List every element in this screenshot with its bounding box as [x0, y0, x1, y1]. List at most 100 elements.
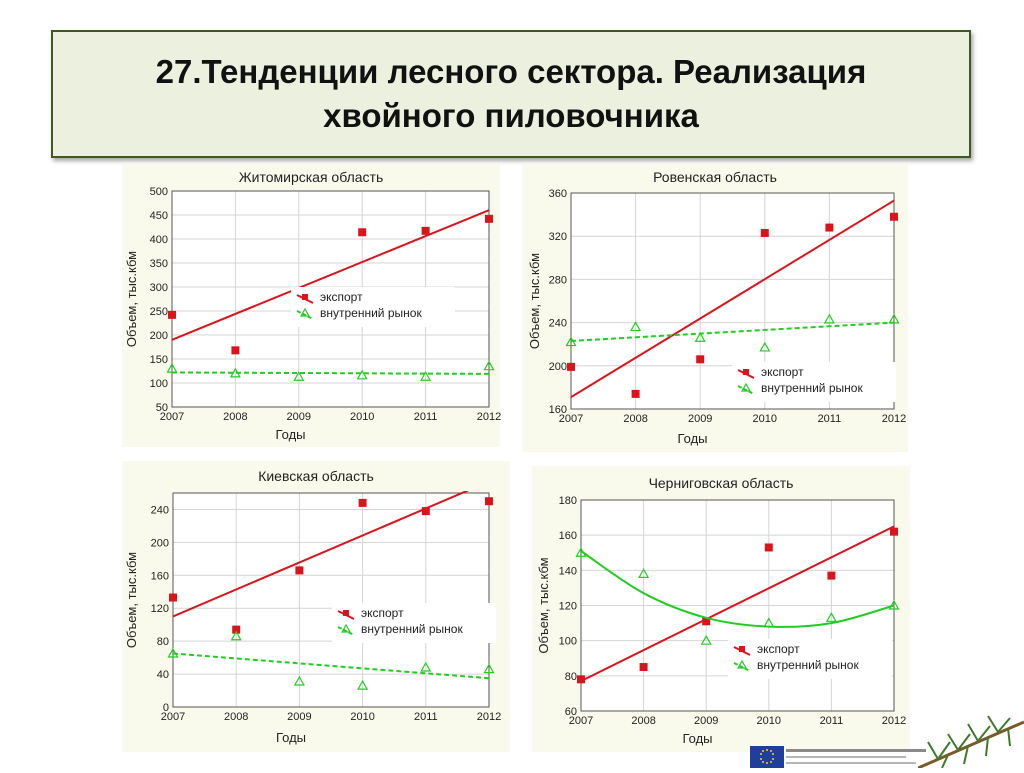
data-point-domestic: [166, 362, 178, 373]
chart-title: Черниговская область: [649, 475, 794, 491]
slide-title-box: 27.Тенденции лесного сектора. Реализация…: [51, 30, 971, 158]
y-tick-label: 160: [549, 404, 567, 416]
data-point-domestic: [420, 661, 432, 672]
y-tick-label: 400: [150, 234, 168, 246]
data-point-export: [295, 566, 304, 575]
legend-marker-square: [302, 294, 308, 300]
data-point-domestic: [575, 547, 587, 557]
data-point-domestic: [823, 313, 835, 324]
data-point-domestic: [630, 321, 642, 332]
chart-panel-rivne: Ровенская область 160 200 240 280 320 360 2007 2…: [522, 164, 908, 452]
data-point-domestic: [483, 360, 495, 371]
data-point-export: [764, 543, 773, 552]
legend-marker-triangle: [740, 382, 752, 392]
legend-label: внутренний рынок: [757, 658, 859, 672]
y-tick-label: 80: [565, 671, 577, 683]
y-tick-label: 100: [150, 378, 168, 390]
legend-line: [337, 626, 355, 636]
data-point-domestic: [694, 331, 706, 342]
y-tick-label: 40: [157, 669, 169, 681]
x-tick-label: 2007: [569, 715, 593, 727]
y-tick-label: 60: [565, 706, 577, 718]
y-tick-label: 50: [156, 402, 168, 414]
legend-line: [737, 385, 755, 395]
legend-marker-square: [343, 610, 349, 616]
chart-title: Житомирская область: [239, 169, 384, 185]
x-tick-label: 2011: [414, 411, 438, 423]
data-point-export: [232, 625, 241, 634]
chart-panel-kyiv: Киевская область 0 40 80 120 160 200 240 2007 200…: [122, 461, 510, 752]
y-tick-label: 80: [157, 636, 169, 648]
y-tick-label: 240: [151, 504, 169, 516]
data-point-domestic: [565, 336, 577, 347]
y-tick-label: 240: [549, 318, 567, 330]
data-point-export: [696, 355, 705, 364]
legend-label: экспорт: [761, 365, 804, 379]
data-point-export: [485, 214, 493, 223]
data-point-domestic: [230, 630, 242, 641]
y-tick-label: 180: [559, 495, 577, 507]
y-tick-label: 450: [150, 210, 168, 222]
data-point-export: [358, 498, 367, 507]
trend-line: [172, 209, 489, 341]
trend-line: [581, 525, 894, 683]
x-tick-label: 2009: [287, 711, 311, 723]
legend-marker-triangle: [736, 659, 748, 669]
data-point-export: [231, 346, 240, 355]
legend-label: внутренний рынок: [361, 622, 463, 636]
x-tick-label: 2011: [414, 711, 438, 723]
x-tick-label: 2008: [224, 711, 248, 723]
data-point-domestic: [888, 599, 900, 610]
x-tick-label: 2012: [477, 711, 501, 723]
chart-title: Киевская область: [258, 468, 374, 484]
data-point-export: [567, 362, 575, 371]
chart-panel-chernihiv: Черниговская область 60 80 100 120 140 160 180 2…: [532, 466, 910, 752]
series-export: [577, 525, 898, 684]
x-axis-label: Годы: [275, 427, 305, 442]
y-tick-label: 250: [150, 306, 168, 318]
y-tick-label: 280: [549, 274, 567, 286]
trend-line: [571, 199, 894, 398]
y-tick-label: 120: [559, 601, 577, 613]
legend-line: [733, 662, 751, 672]
x-tick-label: 2010: [753, 413, 777, 425]
x-tick-label: 2009: [688, 413, 712, 425]
x-tick-label: 2011: [818, 413, 842, 425]
y-tick-label: 160: [151, 570, 169, 582]
data-point-export: [631, 389, 640, 398]
y-tick-label: 500: [150, 186, 168, 198]
legend: экспорт внутренний рынок: [728, 639, 892, 679]
data-point-domestic: [356, 369, 368, 380]
legend-background: [732, 362, 896, 402]
x-tick-label: 2010: [350, 411, 374, 423]
x-axis-label: Годы: [682, 731, 712, 746]
data-point-domestic: [700, 634, 712, 645]
plot-frame: [171, 190, 490, 408]
x-tick-label: 2010: [757, 715, 781, 727]
chart-title: Ровенская область: [653, 169, 777, 185]
data-point-domestic: [293, 371, 305, 381]
data-point-export: [169, 593, 177, 602]
data-point-domestic: [293, 675, 305, 686]
data-point-domestic: [420, 371, 432, 381]
data-point-export: [168, 310, 176, 319]
y-tick-label: 150: [150, 354, 168, 366]
data-point-domestic: [167, 647, 179, 658]
x-tick-label: 2007: [559, 413, 583, 425]
eu-stars-icon: [760, 749, 774, 764]
data-point-domestic: [759, 341, 771, 352]
trend-line: [581, 550, 894, 628]
data-point-export: [577, 675, 585, 684]
x-axis-label: Годы: [677, 431, 707, 446]
y-tick-label: 100: [559, 636, 577, 648]
data-point-export: [485, 497, 493, 506]
data-point-export: [358, 228, 367, 237]
series-export: [169, 491, 493, 634]
chart-zhytomyr: Житомирская область 50 100 150 200 250 300 350 4…: [124, 169, 501, 442]
y-tick-label: 200: [150, 330, 168, 342]
series-domestic-market: [166, 360, 495, 381]
y-tick-label: 120: [151, 603, 169, 615]
legend-marker-square: [743, 369, 749, 375]
series-domestic-market: [167, 630, 495, 690]
x-tick-label: 2009: [287, 411, 311, 423]
